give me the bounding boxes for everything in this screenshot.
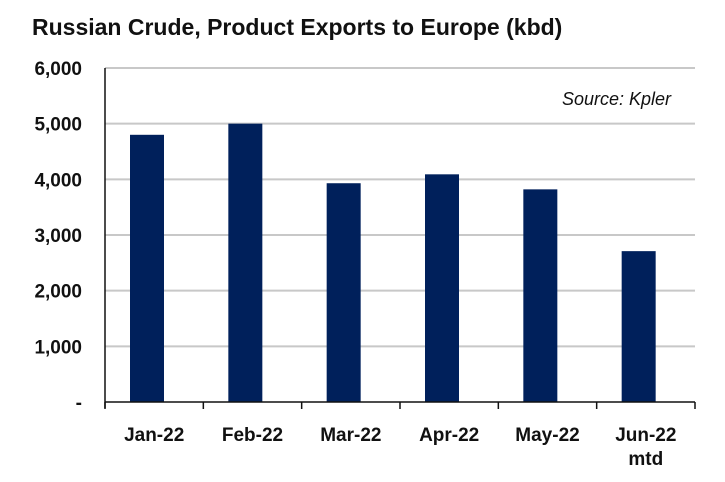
- x-tick-label: mtd: [628, 449, 663, 470]
- bar-jun-22: [621, 251, 656, 402]
- bar-apr-22: [425, 174, 459, 402]
- y-tick-label: 3,000: [34, 226, 82, 247]
- source-annotation: Source: Kpler: [562, 89, 672, 109]
- bar-mar-22: [326, 183, 361, 402]
- bar-feb-22: [228, 123, 263, 403]
- x-tick-label: Jun-22: [615, 425, 676, 446]
- y-tick-label: 2,000: [34, 282, 82, 303]
- y-tick-label: 1,000: [34, 337, 82, 358]
- y-tick-label: 6,000: [34, 59, 82, 80]
- x-tick-label: Apr-22: [419, 425, 479, 446]
- y-tick-label: 4,000: [34, 170, 82, 191]
- x-tick-label: Mar-22: [320, 425, 381, 446]
- bar-jan-22: [130, 134, 164, 403]
- x-tick-label: Feb-22: [222, 425, 283, 446]
- x-tick-label: May-22: [515, 425, 579, 446]
- y-tick-label: -: [76, 393, 82, 414]
- chart-title: Russian Crude, Product Exports to Europe…: [32, 14, 563, 40]
- bar-may-22: [523, 189, 558, 402]
- x-tick-label: Jan-22: [124, 425, 184, 446]
- y-tick-label: 5,000: [34, 115, 82, 136]
